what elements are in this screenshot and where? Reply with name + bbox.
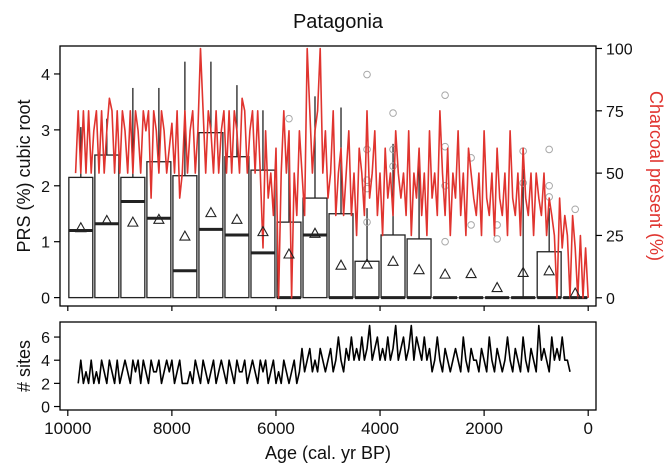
outlier-point: [363, 176, 371, 184]
outlier-point: [285, 114, 293, 123]
box-body: [406, 238, 432, 299]
y-tick-label: 0: [41, 291, 50, 308]
mean-marker: [569, 287, 582, 298]
mean-marker: [152, 213, 165, 224]
outlier-point: [545, 145, 553, 154]
top-plot-frame: [59, 45, 597, 307]
box-body: [120, 176, 146, 299]
top-left-axis: 0 1 2 3 4: [41, 67, 60, 308]
mean-marker: [178, 229, 191, 241]
box-body: [224, 156, 250, 299]
box-body: [302, 197, 328, 299]
y-right-tick-label: 75: [606, 104, 624, 121]
box-body: [172, 175, 198, 299]
mean-marker: [204, 206, 217, 218]
outlier-point: [363, 145, 371, 154]
bottom-y-tick-label: 6: [41, 330, 50, 347]
box-body: [250, 169, 276, 299]
top-y-axis-label-right: Charcoal present (%): [646, 91, 666, 261]
outliers-layer: [285, 70, 579, 246]
y-right-tick-label: 25: [606, 228, 624, 245]
mean-marker: [413, 263, 426, 275]
box-body: [328, 213, 354, 299]
bottom-y-tick-label: 4: [41, 353, 50, 370]
bottom-y-tick-label: 2: [41, 376, 50, 393]
y-right-tick-label: 50: [606, 166, 624, 183]
bottom-plot-frame: [59, 321, 597, 411]
box-body: [94, 154, 120, 299]
top-bottom-axis: [67, 306, 589, 311]
outlier-point: [363, 70, 371, 79]
box-body: [380, 234, 406, 299]
outlier-point: [467, 221, 475, 229]
mean-marker: [257, 225, 269, 237]
mean-marker: [74, 221, 87, 233]
x-axis-label: Age (cal. yr BP): [265, 443, 391, 463]
mean-marker: [465, 267, 478, 279]
mean-marker: [230, 213, 243, 224]
box-body: [354, 260, 380, 299]
y-tick-label: 4: [41, 67, 50, 84]
bottom-y-axis-label: # sites: [14, 340, 34, 392]
top-y-axis-label: PRS (%) cubic root: [14, 99, 34, 252]
bottom-y-tick-label: 0: [41, 400, 50, 417]
mean-marker: [309, 227, 321, 238]
y-right-tick-label: 0: [606, 291, 615, 308]
charcoal-layer: [74, 47, 589, 299]
box-body: [68, 176, 94, 299]
outlier-point: [545, 181, 553, 190]
mean-marker: [283, 247, 295, 259]
x-tick-label: 6000: [257, 419, 295, 438]
x-tick-label: 10000: [44, 419, 91, 438]
mean-marker: [126, 215, 139, 227]
mean-marker: [439, 267, 452, 279]
y-tick-label: 1: [41, 235, 50, 252]
outlier-point: [519, 179, 527, 187]
outlier-point: [441, 237, 449, 246]
x-tick-label: 0: [583, 419, 592, 438]
x-tick-label: 2000: [465, 419, 503, 438]
outlier-point: [363, 218, 371, 226]
top-right-axis: 0 25 50 75 100: [596, 41, 633, 308]
mean-marker: [543, 264, 556, 276]
mean-marker: [491, 281, 504, 293]
mean-marker: [517, 266, 530, 278]
sites-line-layer: [77, 324, 571, 385]
outlier-point: [441, 91, 449, 100]
sites-line: [77, 324, 571, 385]
x-tick-label: 4000: [361, 419, 399, 438]
outlier-point: [571, 205, 579, 214]
bottom-left-axis: 0 2 4 6: [41, 330, 60, 417]
chart-title: Patagonia: [293, 11, 384, 33]
mean-markers-layer: [74, 206, 582, 298]
bottom-x-axis: 10000 8000 6000 4000 2000 0: [44, 410, 593, 438]
outlier-point: [389, 109, 397, 117]
outlier-point: [493, 235, 501, 243]
mean-marker: [335, 259, 347, 270]
y-tick-label: 2: [41, 179, 50, 196]
mean-marker: [387, 255, 399, 266]
x-tick-label: 8000: [153, 419, 191, 438]
mean-marker: [361, 257, 373, 269]
outlier-point: [389, 162, 397, 171]
y-right-tick-label: 100: [606, 41, 633, 58]
y-tick-label: 3: [41, 123, 50, 140]
mean-marker: [100, 214, 113, 226]
charcoal-line: [74, 47, 589, 299]
